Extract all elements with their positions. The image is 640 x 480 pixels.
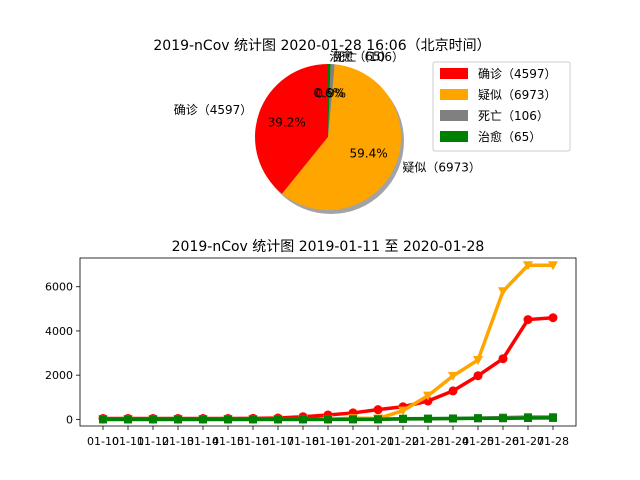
pie-slice bbox=[328, 64, 335, 137]
series-point bbox=[498, 287, 508, 297]
series-line bbox=[103, 263, 553, 422]
series-point bbox=[498, 354, 508, 364]
legend-swatch bbox=[440, 131, 468, 142]
series-point bbox=[424, 414, 432, 423]
legend-label: 确诊（4597） bbox=[478, 67, 557, 81]
legend-label: 治愈（65） bbox=[478, 129, 541, 144]
pie-slices bbox=[254, 64, 401, 210]
series-point bbox=[124, 415, 132, 424]
pie-pct-label: 39.2% bbox=[268, 115, 306, 129]
x-tick-label: 01-16 bbox=[237, 435, 269, 448]
series-point bbox=[549, 413, 557, 422]
y-tick-label: 2000 bbox=[45, 369, 73, 382]
pie-slice bbox=[254, 64, 328, 194]
series-point bbox=[448, 371, 458, 381]
series-point bbox=[199, 415, 207, 424]
pie-chart: 2019-nCov 统计图 2020-01-28 16:06（北京时间） 确诊（… bbox=[153, 38, 491, 214]
plot-area bbox=[79, 257, 577, 427]
x-tick-label: 01-20 bbox=[337, 435, 369, 448]
series-point bbox=[473, 371, 483, 381]
y-tick-label: 4000 bbox=[45, 325, 73, 338]
line-series bbox=[98, 261, 558, 425]
pie-slice bbox=[282, 64, 401, 210]
series-point bbox=[548, 313, 558, 323]
legend-swatch bbox=[440, 68, 468, 79]
x-tick-label: 01-11 bbox=[112, 435, 144, 448]
x-tick-label: 01-25 bbox=[462, 435, 494, 448]
pie-pct-label: 0.6% bbox=[314, 86, 345, 100]
series-point bbox=[548, 261, 558, 271]
pie-labels: 确诊（4597） 39.2% 疑似（6973） 59.4% 死亡（106） 0.9% 治愈（… bbox=[174, 49, 481, 175]
series-point bbox=[473, 356, 483, 366]
x-tick-label: 01-15 bbox=[212, 435, 244, 448]
series-point bbox=[423, 391, 433, 401]
series-point bbox=[274, 415, 282, 424]
series-point bbox=[399, 414, 407, 423]
series-point bbox=[373, 405, 383, 415]
series-point bbox=[224, 415, 232, 424]
x-axis: 01-1001-1101-1201-1301-1401-1501-1601-17… bbox=[87, 426, 569, 448]
pie-pct-label: 0.9% bbox=[316, 86, 347, 100]
series-point bbox=[523, 261, 533, 271]
y-tick-label: 0 bbox=[66, 413, 73, 426]
series-point bbox=[523, 315, 533, 325]
series-point bbox=[99, 415, 107, 424]
series-point bbox=[398, 406, 408, 416]
pie-outer-label: 疑似（6973） bbox=[402, 159, 481, 174]
x-tick-label: 01-14 bbox=[187, 435, 219, 448]
series-point bbox=[249, 415, 257, 424]
y-tick-label: 6000 bbox=[45, 281, 73, 294]
y-axis: 0 2000 4000 6000 bbox=[45, 281, 80, 426]
x-tick-label: 01-24 bbox=[437, 435, 469, 448]
x-tick-label: 01-28 bbox=[537, 435, 569, 448]
series-point bbox=[448, 386, 458, 396]
x-tick-label: 01-19 bbox=[312, 435, 344, 448]
pie-title: 2019-nCov 统计图 2020-01-28 16:06（北京时间） bbox=[153, 38, 490, 54]
legend-swatch bbox=[440, 110, 468, 121]
series-point bbox=[174, 415, 182, 424]
x-tick-label: 01-26 bbox=[487, 435, 519, 448]
series-point bbox=[149, 415, 157, 424]
x-tick-label: 01-17 bbox=[262, 435, 294, 448]
pie-slice bbox=[328, 64, 331, 137]
series-point bbox=[349, 415, 357, 424]
legend-label: 死亡（106） bbox=[478, 109, 549, 123]
x-tick-label: 01-21 bbox=[362, 435, 394, 448]
x-tick-label: 01-12 bbox=[137, 435, 169, 448]
series-point bbox=[299, 415, 307, 424]
series-point bbox=[449, 414, 457, 423]
legend-label: 疑似（6973） bbox=[478, 87, 557, 102]
line-chart: 2019-nCov 统计图 2019-01-11 至 2020-01-28 0 2… bbox=[45, 239, 577, 448]
pie-outer-label: 治愈（65） bbox=[329, 49, 392, 64]
x-tick-label: 01-10 bbox=[87, 435, 119, 448]
x-tick-label: 01-23 bbox=[412, 435, 444, 448]
line-title: 2019-nCov 统计图 2019-01-11 至 2020-01-28 bbox=[172, 239, 485, 255]
pie-legend: 确诊（4597） 疑似（6973） 死亡（106） 治愈（65） bbox=[432, 61, 571, 152]
series-point bbox=[374, 415, 382, 424]
pie-pct-label: 59.4% bbox=[350, 147, 388, 161]
x-tick-label: 01-27 bbox=[512, 435, 544, 448]
series-point bbox=[499, 414, 507, 423]
legend-frame bbox=[432, 61, 571, 152]
series-point bbox=[324, 415, 332, 424]
pie-outer-label: 死亡（106） bbox=[333, 50, 404, 64]
pie-outer-label: 确诊（4597） bbox=[174, 103, 253, 117]
x-tick-label: 01-22 bbox=[387, 435, 419, 448]
series-point bbox=[524, 414, 532, 423]
x-tick-label: 01-13 bbox=[162, 435, 194, 448]
legend-swatch bbox=[440, 89, 468, 100]
series-line bbox=[103, 316, 554, 421]
x-tick-label: 01-18 bbox=[287, 435, 319, 448]
series-point bbox=[474, 414, 482, 423]
